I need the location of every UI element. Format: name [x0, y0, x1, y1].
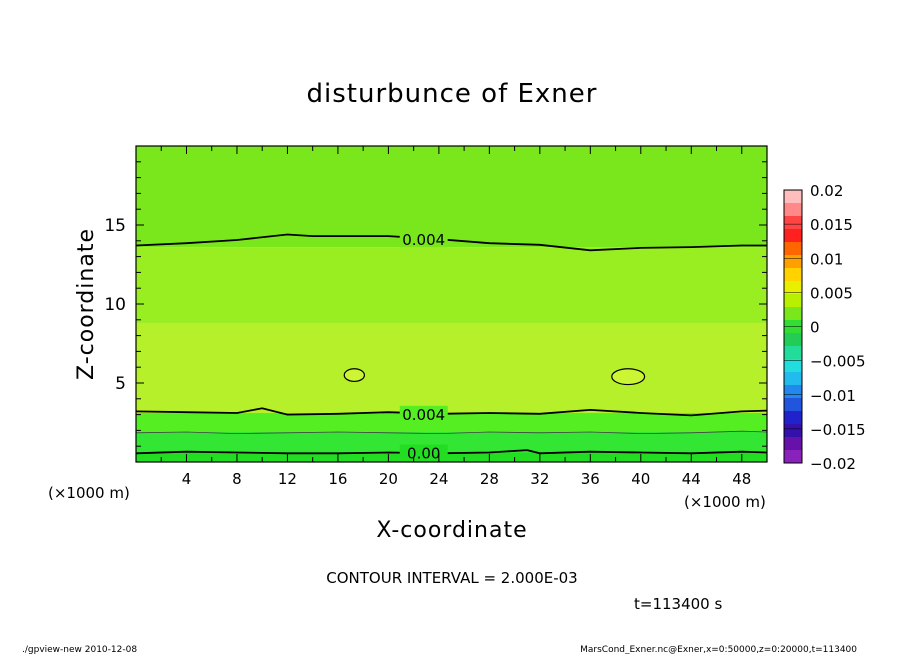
x-tick-label-12: 12 [278, 470, 297, 488]
time-stamp: t=113400 s [634, 595, 722, 613]
x-tick-label-8: 8 [232, 470, 242, 488]
chart-title: disturbunce of Exner [307, 79, 598, 109]
filled-band-4 [136, 247, 767, 323]
filled-band-5 [136, 146, 767, 248]
closed-contour-1 [611, 368, 646, 386]
colorbar-label-3: 0.005 [810, 284, 853, 302]
x-tick-label-36: 36 [581, 470, 600, 488]
colorbar-label-1: 0.015 [810, 216, 853, 234]
x-tick-label-40: 40 [631, 470, 650, 488]
colorbar-swatch-9 [784, 307, 802, 321]
y-tick-label-5: 5 [115, 374, 126, 394]
contour-label-2: 0.00 [407, 445, 440, 463]
contour-labels: 0.004 0.004 0.00 [399, 231, 448, 463]
colorbar-swatch-5 [784, 255, 802, 269]
colorbar-swatch-20 [784, 450, 802, 464]
colorbar-swatch-18 [784, 424, 802, 438]
y-tick-label-10: 10 [104, 295, 126, 315]
y-axis: 5 10 15 [104, 145, 767, 463]
closed-contour-0 [343, 368, 366, 383]
contour-interval-text: CONTOUR INTERVAL = 2.000E-03 [326, 569, 577, 587]
filled-band-3 [136, 322, 767, 414]
colorbar-swatch-14 [784, 372, 802, 386]
x-tick-label-44: 44 [682, 470, 701, 488]
filled-band-2 [136, 413, 767, 432]
program-info: ./gpview-new 2010-12-08 [22, 645, 137, 654]
colorbar-swatch-19 [784, 437, 802, 451]
plot-area: 0.004 0.004 0.00 [135, 145, 768, 463]
y-axis-label: Z-coordinate [74, 228, 99, 380]
colorbar-label-8: −0.02 [810, 455, 856, 473]
colorbar: 0.02 0.015 0.01 0.005 0 −0.005 −0.01 −0.015 −0.0… [783, 182, 866, 473]
y-tick-label-15: 15 [104, 216, 126, 236]
colorbar-label-4: 0 [810, 319, 820, 337]
colorbar-swatch-6 [784, 268, 802, 282]
x-unit-right: (×1000 m) [684, 493, 766, 511]
x-tick-label-16: 16 [328, 470, 347, 488]
colorbar-label-7: −0.015 [810, 421, 866, 439]
x-axis-label: X-coordinate [376, 518, 527, 543]
x-tick-label-20: 20 [379, 470, 398, 488]
colorbar-swatch-3 [784, 229, 802, 243]
colorbar-swatch-15 [784, 385, 802, 399]
colorbar-swatch-2 [784, 216, 802, 230]
colorbar-swatch-8 [784, 294, 802, 308]
colorbar-label-2: 0.01 [810, 250, 843, 268]
colorbar-swatch-0 [784, 190, 802, 204]
contour-label-bg-1 [399, 405, 448, 422]
colorbar-swatch-11 [784, 333, 802, 347]
contour-label-0: 0.004 [402, 231, 445, 249]
colorbar-swatch-1 [784, 203, 802, 217]
source-info: MarsCond_Exner.nc@Exner,x=0:50000,z=0:20… [580, 645, 857, 654]
colorbar-swatch-13 [784, 359, 802, 373]
colorbar-label-5: −0.005 [810, 353, 866, 371]
contour-label-bg-2 [399, 444, 448, 461]
colorbar-label-0: 0.02 [810, 182, 843, 200]
filled-contours [136, 146, 767, 462]
x-unit-left: (×1000 m) [48, 484, 130, 502]
x-axis: 4 8 12 16 20 24 28 32 36 40 44 48 [135, 146, 768, 488]
contour-label-bg-0 [399, 231, 448, 248]
x-tick-label-48: 48 [732, 470, 751, 488]
colorbar-swatch-12 [784, 346, 802, 360]
x-tick-label-32: 32 [530, 470, 549, 488]
x-tick-label-28: 28 [480, 470, 499, 488]
contour-line-2 [135, 449, 768, 455]
colorbar-swatch-7 [784, 281, 802, 295]
colorbar-swatch-16 [784, 398, 802, 412]
x-tick-label-4: 4 [182, 470, 192, 488]
filled-band-0 [136, 452, 767, 462]
x-tick-label-24: 24 [429, 470, 448, 488]
thin-contour-line-0 [135, 430, 768, 435]
colorbar-swatch-17 [784, 411, 802, 425]
colorbar-label-6: −0.01 [810, 387, 856, 405]
contour-label-1: 0.004 [402, 406, 445, 424]
colorbar-swatch-4 [784, 242, 802, 256]
filled-band-1 [136, 431, 767, 453]
